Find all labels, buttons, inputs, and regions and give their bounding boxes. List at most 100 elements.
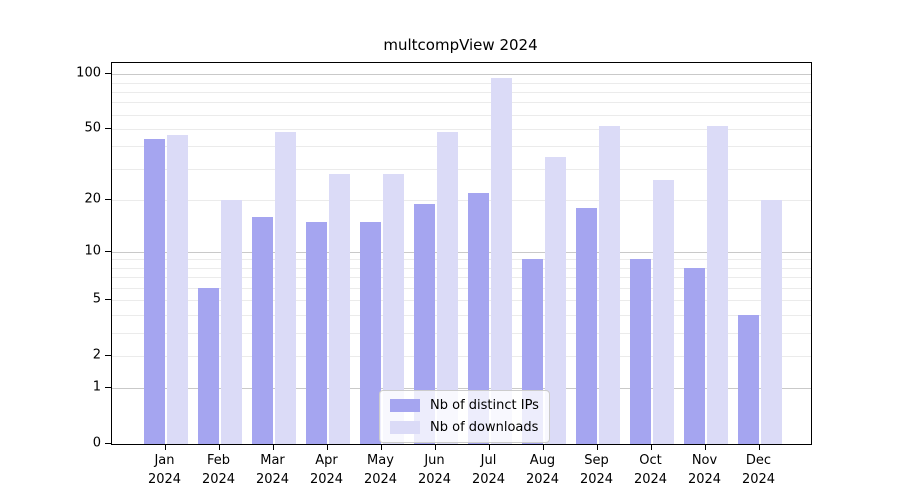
bar-distinct-ips <box>468 192 489 444</box>
y-tick-label: 2 <box>92 347 101 363</box>
y-tick-mark <box>105 127 111 129</box>
bar-downloads <box>599 125 620 444</box>
x-tick-month: Jan <box>154 453 175 468</box>
y-tick-mark <box>105 299 111 301</box>
x-tick-year: 2024 <box>741 471 776 487</box>
minor-gridline <box>112 288 811 289</box>
bar-downloads <box>167 135 188 444</box>
minor-gridline <box>112 355 811 357</box>
legend-entry: Nb of downloads <box>390 420 539 435</box>
y-tick-mark <box>105 73 111 75</box>
x-tick-year: 2024 <box>579 471 614 487</box>
y-tick-label: 1 <box>92 379 101 395</box>
bar-downloads <box>545 156 566 444</box>
x-tick-mark <box>488 444 490 450</box>
x-tick-year: 2024 <box>417 471 452 487</box>
minor-gridline <box>112 102 811 104</box>
x-tick-month: Oct <box>639 453 662 468</box>
x-tick-year: 2024 <box>633 471 668 487</box>
x-tick-label: Oct 2024 <box>621 452 681 490</box>
bar-downloads <box>761 200 782 444</box>
bar-distinct-ips <box>414 203 435 444</box>
minor-gridline <box>112 259 811 261</box>
major-gridline <box>112 251 811 253</box>
legend-label: Nb of distinct IPs <box>430 398 539 413</box>
bar-distinct-ips <box>198 288 219 444</box>
minor-gridline <box>112 315 811 316</box>
x-tick-label: May 2024 <box>351 452 411 490</box>
y-tick-label: 50 <box>84 120 101 136</box>
bar-distinct-ips <box>144 138 165 444</box>
x-tick-label: Sep 2024 <box>567 452 627 490</box>
x-tick-mark <box>758 444 760 450</box>
legend-swatch <box>390 421 420 434</box>
x-tick-mark <box>272 444 274 450</box>
x-tick-month: Apr <box>315 453 338 468</box>
x-tick-label: Dec 2024 <box>729 452 789 490</box>
bar-distinct-ips <box>576 208 597 444</box>
bar-downloads <box>221 200 242 444</box>
x-tick-label: Jan 2024 <box>135 452 195 490</box>
x-tick-mark <box>704 444 706 450</box>
legend-label: Nb of downloads <box>430 420 539 435</box>
x-tick-mark <box>650 444 652 450</box>
bar-distinct-ips <box>306 221 327 444</box>
x-tick-year: 2024 <box>471 471 506 487</box>
legend: Nb of distinct IPs Nb of downloads <box>379 390 550 443</box>
x-tick-mark <box>218 444 220 450</box>
x-tick-label: Mar 2024 <box>243 452 303 490</box>
minor-gridline <box>112 277 811 279</box>
major-gridline <box>112 388 811 390</box>
x-tick-mark <box>542 444 544 450</box>
x-tick-month: May <box>367 453 394 468</box>
y-tick-label: 10 <box>84 243 101 259</box>
bar-downloads <box>275 132 296 444</box>
minor-gridline <box>112 300 811 302</box>
bar-distinct-ips <box>684 267 705 444</box>
y-tick-mark <box>105 387 111 389</box>
x-tick-mark <box>326 444 328 450</box>
x-tick-label: Jun 2024 <box>405 452 465 490</box>
x-tick-label: Apr 2024 <box>297 452 357 490</box>
y-tick-mark <box>105 199 111 200</box>
y-tick-mark <box>105 354 111 356</box>
bar-distinct-ips <box>738 315 759 444</box>
legend-swatch <box>390 399 420 412</box>
bar-downloads <box>491 78 512 444</box>
plot-area: Nb of distinct IPs Nb of downloads <box>111 62 812 445</box>
x-tick-month: Mar <box>260 453 285 468</box>
x-tick-month: Dec <box>745 453 772 468</box>
bar-downloads <box>437 132 458 444</box>
bar-downloads <box>653 179 674 444</box>
chart-title: multcompView 2024 <box>383 36 538 54</box>
minor-gridline <box>112 91 811 93</box>
x-tick-month: Jun <box>424 453 445 468</box>
y-tick-label: 100 <box>76 65 101 81</box>
bar-downloads <box>329 174 350 444</box>
minor-gridline <box>112 168 811 170</box>
bar-distinct-ips <box>630 259 651 444</box>
x-tick-month: Aug <box>529 453 556 468</box>
y-tick-label: 20 <box>84 191 101 207</box>
minor-gridline <box>112 82 811 84</box>
x-tick-label: Aug 2024 <box>513 452 573 490</box>
minor-gridline <box>112 267 811 269</box>
x-tick-month: Jul <box>480 453 497 468</box>
x-tick-month: Sep <box>584 453 609 468</box>
x-tick-label: Feb 2024 <box>189 452 249 490</box>
x-tick-month: Nov <box>691 453 718 468</box>
legend-entry: Nb of distinct IPs <box>390 398 539 413</box>
x-tick-year: 2024 <box>147 471 182 487</box>
x-tick-year: 2024 <box>255 471 290 487</box>
x-tick-label: Jul 2024 <box>459 452 519 490</box>
x-tick-month: Feb <box>206 453 231 468</box>
minor-gridline <box>112 332 811 334</box>
minor-gridline <box>112 200 811 201</box>
x-tick-year: 2024 <box>201 471 236 487</box>
x-tick-mark <box>380 444 382 450</box>
bar-distinct-ips <box>360 221 381 444</box>
x-tick-year: 2024 <box>687 471 722 487</box>
bar-downloads <box>383 174 404 444</box>
bar-distinct-ips <box>252 216 273 444</box>
